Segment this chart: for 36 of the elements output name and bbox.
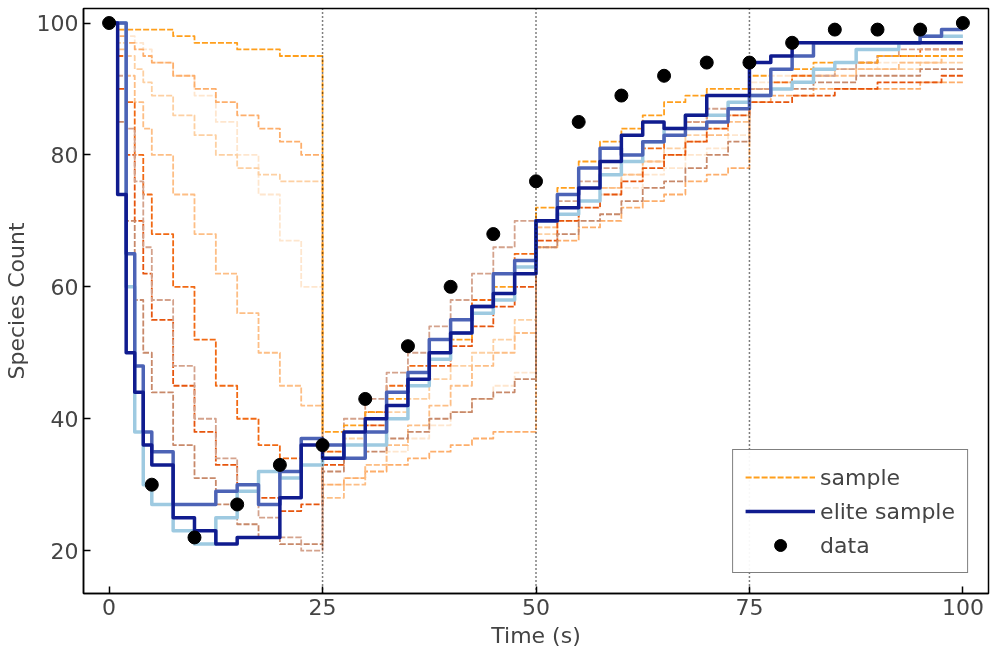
legend-label: sample — [820, 464, 901, 490]
y-axis-title: Species Count — [3, 222, 29, 380]
y-tick-label: 80 — [50, 142, 79, 168]
x-axis-title: Time (s) — [490, 622, 581, 648]
point — [742, 55, 757, 70]
point — [699, 55, 714, 70]
point — [913, 22, 928, 37]
point — [315, 438, 330, 453]
point — [102, 16, 117, 30]
point — [230, 497, 245, 512]
point — [486, 227, 501, 242]
point — [187, 530, 202, 545]
point — [272, 457, 287, 472]
point — [358, 391, 373, 406]
y-tick-label: 60 — [50, 274, 79, 300]
legend-label: data — [820, 532, 870, 558]
point — [400, 339, 415, 354]
point — [955, 16, 970, 30]
y-tick-label: 100 — [36, 11, 79, 37]
point — [443, 279, 458, 294]
y-tick-label: 20 — [50, 538, 79, 564]
x-tick-label: 0 — [102, 594, 117, 620]
point — [144, 477, 159, 492]
point — [571, 114, 586, 129]
point — [870, 22, 885, 37]
x-tick-label: 50 — [522, 594, 550, 620]
x-tick-label: 75 — [735, 594, 764, 620]
point — [657, 68, 672, 83]
point — [529, 174, 543, 189]
x-tick-label: 100 — [941, 594, 984, 620]
point — [785, 35, 800, 50]
y-tick-label: 40 — [50, 406, 79, 432]
legend-label: elite sample — [820, 498, 955, 524]
point — [614, 88, 629, 103]
point — [827, 22, 842, 37]
x-tick-label: 25 — [308, 594, 337, 620]
